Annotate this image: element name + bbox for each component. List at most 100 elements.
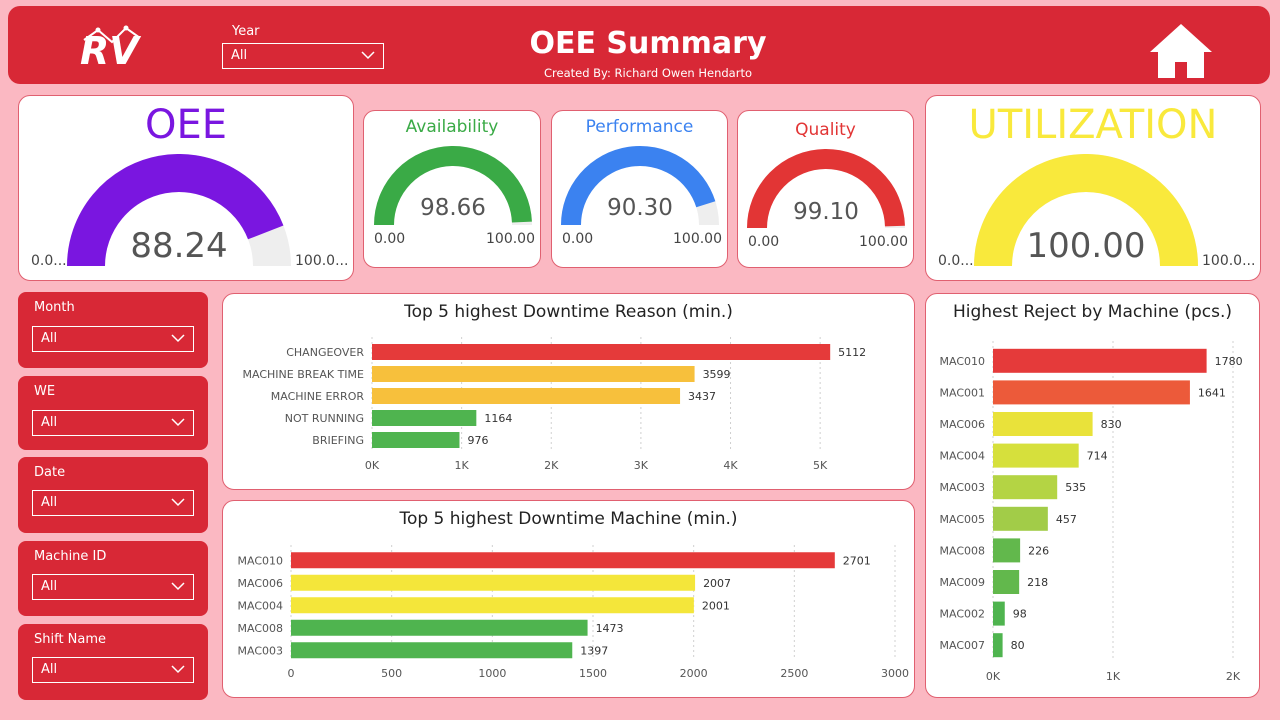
bar[interactable] bbox=[372, 366, 695, 382]
data-label: 3437 bbox=[688, 390, 716, 403]
shift-name-dropdown-value: All bbox=[41, 662, 58, 677]
performance-title: Performance bbox=[585, 117, 694, 137]
bar[interactable] bbox=[993, 506, 1048, 531]
bar[interactable] bbox=[993, 348, 1207, 373]
x-tick-label: 500 bbox=[381, 667, 402, 680]
bar[interactable] bbox=[993, 443, 1079, 468]
oee-max: 100.0... bbox=[295, 253, 349, 269]
bar[interactable] bbox=[291, 574, 696, 591]
x-tick-label: 0K bbox=[986, 670, 1001, 683]
x-tick-label: 0K bbox=[365, 459, 380, 472]
downtime-machine-chart-title: Top 5 highest Downtime Machine (min.) bbox=[399, 509, 738, 529]
date-dropdown[interactable]: All bbox=[32, 490, 194, 516]
category-label: MAC006 bbox=[940, 418, 986, 431]
oee-title: OEE bbox=[144, 102, 228, 148]
bar[interactable] bbox=[993, 633, 1003, 658]
chevron-down-icon bbox=[171, 498, 185, 507]
x-tick-label: 2K bbox=[1226, 670, 1241, 683]
chevron-down-icon bbox=[171, 582, 185, 591]
bar[interactable] bbox=[372, 344, 831, 360]
downtime-reason-chart-title: Top 5 highest Downtime Reason (min.) bbox=[404, 302, 733, 322]
year-dropdown-value: All bbox=[231, 48, 248, 63]
utilization-card: UTILIZATION 100.00 0.0... 100.0... bbox=[925, 95, 1261, 281]
category-label: MAC008 bbox=[940, 544, 986, 557]
chevron-down-icon bbox=[171, 665, 185, 674]
availability-title: Availability bbox=[405, 117, 499, 137]
oee-card: OEE 88.24 0.0... 100.0... bbox=[18, 95, 354, 281]
we-dropdown[interactable]: All bbox=[32, 410, 194, 436]
utilization-gauge bbox=[974, 154, 1198, 267]
category-label: BRIEFING bbox=[312, 434, 364, 447]
shift-name-dropdown[interactable]: All bbox=[32, 657, 194, 683]
bar[interactable] bbox=[291, 642, 573, 659]
category-label: MAC004 bbox=[940, 450, 986, 463]
downtime-machine-chart-svg: 0 500 1000 1500 2000 2500 3000 MAC010 2701 MAC006… bbox=[238, 545, 909, 680]
oee-gauge bbox=[67, 154, 291, 267]
data-label: 1780 bbox=[1215, 355, 1243, 368]
month-dropdown[interactable]: All bbox=[32, 326, 194, 352]
slicer-we-label: WE bbox=[34, 384, 56, 399]
category-label: MAC005 bbox=[940, 513, 986, 526]
performance-card: Performance 90.30 0.00 100.00 bbox=[551, 110, 728, 268]
bar[interactable] bbox=[993, 570, 1020, 594]
bar[interactable] bbox=[291, 597, 694, 614]
year-dropdown[interactable]: All bbox=[222, 43, 384, 69]
slicer-month: Month All bbox=[18, 292, 208, 368]
bar[interactable] bbox=[993, 538, 1021, 563]
data-label: 2701 bbox=[843, 554, 871, 567]
data-label: 976 bbox=[467, 434, 488, 447]
data-label: 80 bbox=[1011, 639, 1025, 652]
gauge-fill bbox=[374, 146, 532, 225]
x-tick-label: 0 bbox=[288, 667, 295, 680]
bar[interactable] bbox=[291, 619, 588, 636]
category-label: MACHINE BREAK TIME bbox=[243, 368, 365, 381]
performance-value: 90.30 bbox=[607, 195, 673, 221]
data-label: 714 bbox=[1087, 450, 1108, 463]
bar[interactable] bbox=[993, 601, 1005, 626]
machine-id-dropdown[interactable]: All bbox=[32, 574, 194, 600]
gauge-fill bbox=[747, 149, 905, 228]
bar[interactable] bbox=[372, 410, 477, 426]
availability-value: 98.66 bbox=[420, 195, 486, 221]
bar[interactable] bbox=[291, 552, 835, 569]
logo-icon: RV bbox=[80, 25, 141, 70]
bar[interactable] bbox=[993, 475, 1058, 500]
we-dropdown-value: All bbox=[41, 415, 58, 430]
chevron-down-icon bbox=[171, 334, 185, 343]
category-label: MAC010 bbox=[940, 355, 986, 368]
x-tick-label: 5K bbox=[813, 459, 828, 472]
x-tick-label: 2000 bbox=[680, 667, 708, 680]
category-label: MAC003 bbox=[940, 481, 986, 494]
bar[interactable] bbox=[372, 388, 681, 404]
category-label: MAC004 bbox=[238, 599, 284, 612]
availability-gauge bbox=[374, 146, 532, 225]
chevron-down-icon bbox=[361, 51, 375, 60]
performance-max: 100.00 bbox=[673, 231, 722, 247]
x-tick-label: 4K bbox=[723, 459, 738, 472]
performance-gauge bbox=[561, 146, 719, 225]
x-tick-label: 1K bbox=[1106, 670, 1121, 683]
data-label: 5112 bbox=[838, 346, 866, 359]
chevron-down-icon bbox=[171, 418, 185, 427]
bar[interactable] bbox=[372, 432, 460, 448]
reject-machine-chart-title: Highest Reject by Machine (pcs.) bbox=[952, 302, 1233, 322]
x-tick-label: 3K bbox=[634, 459, 649, 472]
x-tick-label: 2K bbox=[544, 459, 559, 472]
home-icon[interactable] bbox=[1148, 22, 1214, 80]
availability-max: 100.00 bbox=[486, 231, 535, 247]
data-label: 1397 bbox=[580, 644, 608, 657]
page-subtitle: Created By: Richard Owen Hendarto bbox=[544, 66, 752, 80]
availability-card: Availability 98.66 0.00 100.00 bbox=[363, 110, 541, 268]
data-label: 2001 bbox=[702, 599, 730, 612]
utilization-max: 100.0... bbox=[1202, 253, 1256, 269]
data-label: 1164 bbox=[484, 412, 512, 425]
data-label: 830 bbox=[1101, 418, 1122, 431]
bar[interactable] bbox=[993, 380, 1190, 405]
x-tick-label: 1K bbox=[455, 459, 470, 472]
category-label: MAC001 bbox=[940, 386, 986, 399]
category-label: MAC010 bbox=[238, 554, 284, 567]
quality-title: Quality bbox=[795, 120, 856, 140]
date-dropdown-value: All bbox=[41, 495, 58, 510]
category-label: MAC009 bbox=[940, 576, 986, 589]
bar[interactable] bbox=[993, 412, 1093, 436]
